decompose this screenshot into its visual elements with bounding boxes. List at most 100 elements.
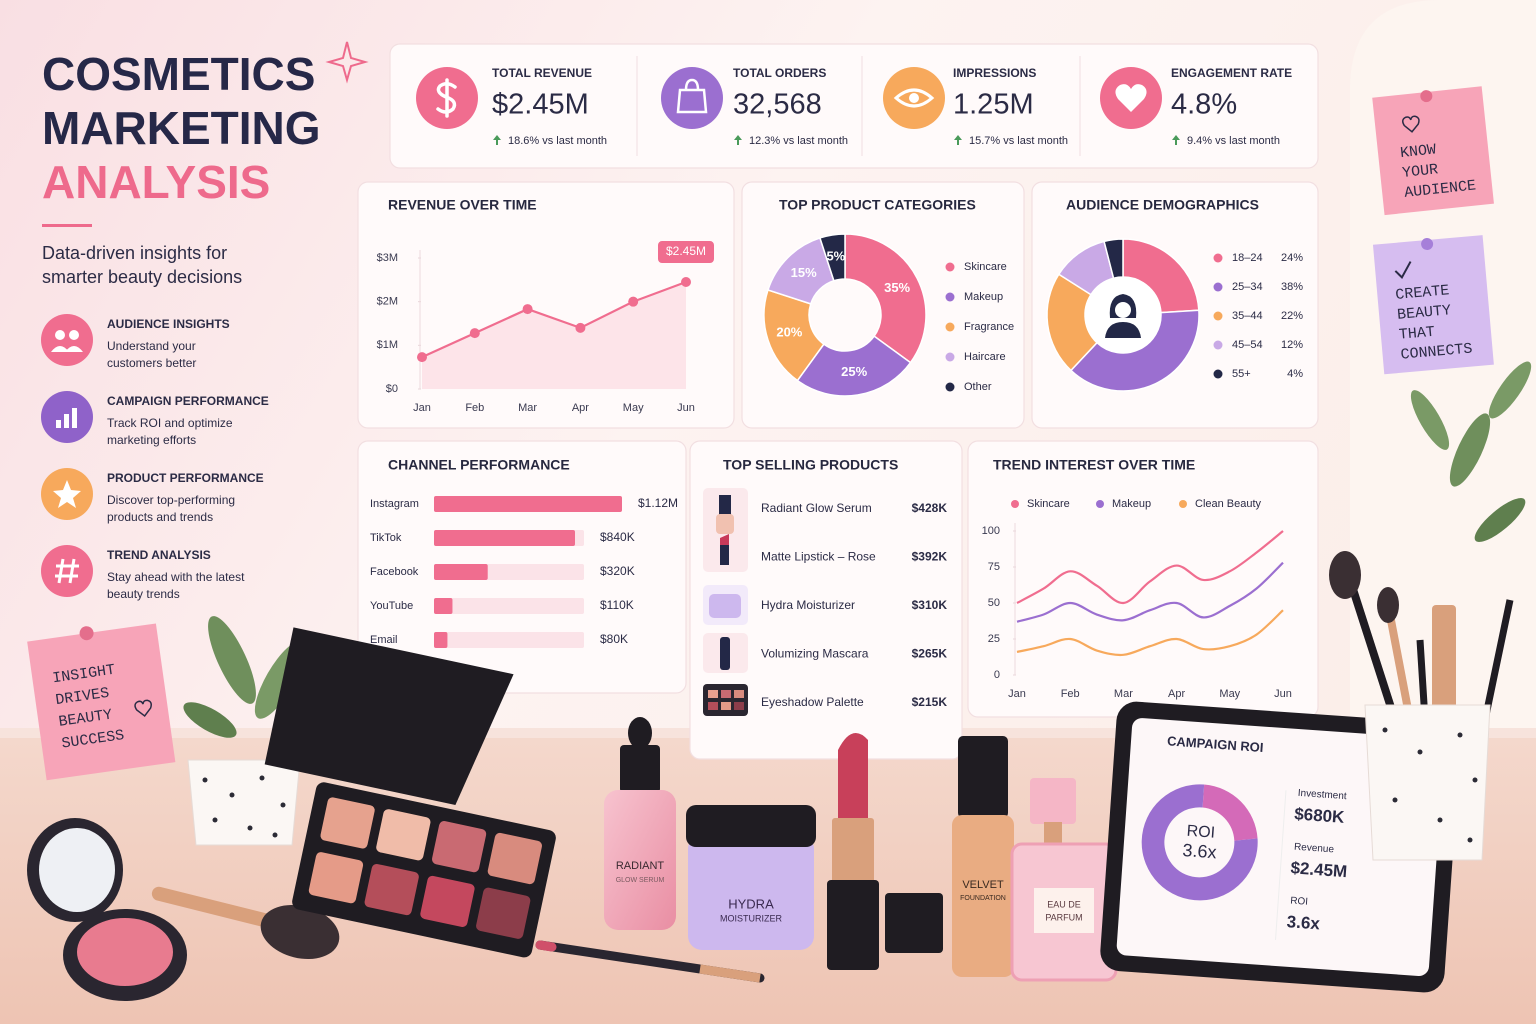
legend-label: Makeup <box>964 291 1003 303</box>
leaf <box>208 616 256 704</box>
line <box>1016 561 1284 623</box>
x-tick-label: Jun <box>1274 688 1292 700</box>
brush <box>1432 605 1456 725</box>
lipstick-cap <box>885 893 943 953</box>
legend-label: Skincare <box>1027 498 1070 510</box>
icon-part <box>436 78 457 118</box>
legend-swatch <box>945 352 955 362</box>
note-text: CREATE <box>1395 282 1450 304</box>
lipstick <box>535 732 943 983</box>
blush <box>77 918 173 986</box>
panel-title: TOP SELLING PRODUCTS <box>723 457 898 473</box>
brush <box>1386 614 1414 721</box>
kpi-icon <box>661 67 723 129</box>
value-label: 4% <box>1287 368 1303 380</box>
roi-center-label: ROI <box>1186 823 1216 842</box>
note-paper <box>1372 235 1494 375</box>
legend-swatch <box>1213 340 1223 350</box>
product-name: Volumizing Mascara <box>761 647 869 661</box>
thumb-part <box>708 690 718 698</box>
cup-dots <box>1382 727 1478 843</box>
title: ANALYSIS <box>42 156 270 208</box>
icon-part <box>69 330 79 340</box>
note-text: THAT <box>1398 324 1435 344</box>
legend-label: 25–34 <box>1232 281 1263 293</box>
y-tick-label: $3M <box>377 252 398 264</box>
thumb-part <box>709 594 741 618</box>
palette-lid <box>264 627 514 805</box>
legend-label: 45–54 <box>1232 339 1263 351</box>
legend-swatch <box>1096 500 1104 508</box>
pencil-wood <box>699 964 761 983</box>
y-tick-label: Email <box>370 634 398 646</box>
brush-cup <box>1329 361 1532 861</box>
kpi-label: IMPRESSIONS <box>953 66 1036 80</box>
x-tick-label: May <box>1219 688 1240 700</box>
value-label: 22% <box>1281 310 1303 322</box>
audience-icon <box>1085 277 1161 353</box>
legend-label: Skincare <box>964 261 1007 273</box>
legend-swatch <box>945 292 955 302</box>
dropper-bulb <box>628 717 652 749</box>
sticky-note: CREATE BEAUTY THAT CONNECTS <box>1372 235 1494 375</box>
product-label: RADIANT <box>616 860 665 872</box>
compact <box>27 818 340 1001</box>
slice <box>844 233 927 364</box>
y-tick-label: 25 <box>988 633 1000 645</box>
y-tick-label: $1M <box>377 339 398 351</box>
roi-segment <box>1202 784 1258 841</box>
y-tick-label: Facebook <box>370 566 419 578</box>
value-label: $110K <box>600 598 634 612</box>
plant-left <box>183 616 306 846</box>
subtitle: smarter beauty decisions <box>42 267 242 287</box>
product-value: $392K <box>912 550 948 564</box>
feature-desc: Understand your <box>107 339 196 353</box>
note-text: YOUR <box>1401 161 1439 182</box>
x-tick-label: Jan <box>413 402 431 414</box>
feature-desc: Track ROI and optimize <box>107 416 233 430</box>
kpi-change: 9.4% vs last month <box>1187 135 1280 147</box>
product-name: Hydra Moisturizer <box>761 598 855 612</box>
panel-title: REVENUE OVER TIME <box>388 197 537 213</box>
thumb-part <box>734 702 744 710</box>
note-text: CONNECTS <box>1400 340 1473 363</box>
legend-label: Other <box>964 381 992 393</box>
foundation: VELVET FOUNDATION <box>952 736 1014 977</box>
lipstick-base <box>827 880 879 970</box>
value-label: $80K <box>600 632 628 646</box>
features: AUDIENCE INSIGHTS Understand your custom… <box>41 314 269 601</box>
sticky-note: KNOW YOUR AUDIENCE <box>1372 86 1494 216</box>
icon-part <box>55 558 79 584</box>
roi-item-label: ROI <box>1290 896 1309 908</box>
subtitle: Data-driven insights for <box>42 243 227 263</box>
x-tick-label: Jan <box>1008 688 1026 700</box>
campaign-roi: CAMPAIGN ROI ROI 3.6x Investment $680K R… <box>1141 733 1348 940</box>
point <box>417 352 427 363</box>
roi-item-label: Revenue <box>1294 842 1335 856</box>
underline <box>42 224 92 227</box>
leaf <box>1449 413 1491 487</box>
dropper-cap <box>620 745 660 793</box>
point <box>469 328 480 339</box>
icon-part <box>55 330 65 340</box>
pencil-tip <box>535 940 557 952</box>
icon-part <box>676 78 708 114</box>
note-paper <box>1372 86 1494 216</box>
feature-desc: Discover top-performing <box>107 493 235 507</box>
point <box>628 296 639 307</box>
x-tick-label: Apr <box>1168 688 1185 700</box>
icon-part <box>1105 322 1141 338</box>
perfume-cap <box>1030 778 1076 824</box>
feature-desc: marketing efforts <box>107 433 196 447</box>
palette <box>264 627 556 958</box>
leaf <box>1410 390 1450 450</box>
x-tick-label: Feb <box>465 402 484 414</box>
panel <box>389 43 1319 169</box>
point <box>522 304 533 315</box>
lipstick-bullet <box>838 732 868 822</box>
value-label: $840K <box>600 530 635 544</box>
roi-title: CAMPAIGN ROI <box>1167 733 1264 755</box>
roi-item-value: $680K <box>1294 804 1346 826</box>
divider <box>1275 790 1287 940</box>
pin <box>1420 90 1433 103</box>
